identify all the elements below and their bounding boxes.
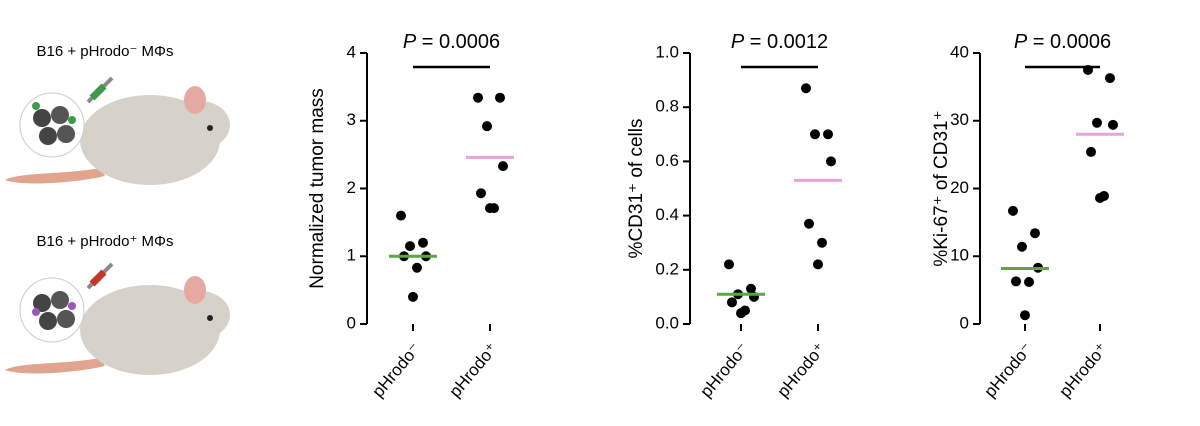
p-value: P = 0.0006 — [1014, 31, 1111, 53]
y-axis-label: %Ki-67⁺ of CD31⁺ — [931, 110, 952, 266]
data-point — [724, 259, 734, 270]
data-point — [813, 259, 823, 270]
data-point — [396, 210, 406, 221]
data-point — [1024, 276, 1034, 287]
illustrations: B16 + pHrodo⁻ MΦs B16 + pHrodo⁺ MΦs — [5, 43, 230, 375]
y-tick-label: 0.0 — [655, 313, 679, 332]
p-value: P = 0.0006 — [403, 31, 500, 53]
y-tick-label: 3 — [347, 110, 356, 129]
p-text: = 0.0012 — [744, 31, 828, 53]
data-point — [823, 129, 833, 140]
y-tick-label: 0 — [347, 313, 356, 332]
data-point — [405, 241, 415, 252]
x-tick-label: pHrodo⁺ — [773, 339, 829, 401]
p-text: = 0.0006 — [416, 31, 500, 53]
data-point — [485, 203, 495, 214]
group-label: B16 + pHrodo⁻ MΦs — [36, 43, 173, 60]
data-point — [746, 283, 756, 294]
mouse — [5, 262, 230, 375]
y-tick-label: 40 — [950, 42, 969, 61]
y-tick-label: 4 — [347, 42, 356, 61]
data-point — [804, 218, 814, 229]
data-point — [727, 297, 737, 308]
p-text: = 0.0006 — [1027, 31, 1111, 53]
y-tick-label: 0.4 — [655, 205, 679, 224]
y-tick-label: 0.8 — [655, 97, 679, 116]
data-point — [736, 308, 746, 319]
x-tick-label: pHrodo⁺ — [1055, 339, 1111, 401]
data-point — [817, 237, 827, 248]
data-point — [1086, 146, 1096, 157]
y-tick-label: 10 — [950, 246, 969, 265]
data-point — [1030, 228, 1040, 239]
data-point — [1095, 192, 1105, 203]
data-point — [810, 129, 820, 140]
p-value: P = 0.0012 — [731, 31, 828, 53]
data-point — [1017, 241, 1027, 252]
data-point — [408, 291, 418, 302]
data-point — [498, 161, 508, 172]
y-tick-label: 1 — [347, 246, 356, 265]
y-tick-label: 1.0 — [655, 42, 679, 61]
data-point — [1008, 205, 1018, 216]
data-point — [418, 237, 428, 248]
group-label: B16 + pHrodo⁺ MΦs — [36, 233, 173, 250]
y-tick-label: 0.2 — [655, 259, 679, 278]
data-point — [1105, 73, 1115, 84]
x-tick-label: pHrodo⁻ — [980, 339, 1036, 401]
y-tick-label: 30 — [950, 110, 969, 129]
data-point — [801, 83, 811, 94]
data-point — [412, 262, 422, 273]
y-tick-label: 2 — [347, 178, 356, 197]
y-tick-label: 20 — [950, 178, 969, 197]
p-symbol: P — [1014, 31, 1028, 53]
mouse — [5, 76, 230, 185]
p-symbol: P — [403, 31, 417, 53]
data-point — [1011, 276, 1021, 287]
y-tick-label: 0 — [960, 313, 969, 332]
y-axis-label: Normalized tumor mass — [307, 88, 328, 289]
data-point — [1020, 310, 1030, 321]
data-point — [1108, 119, 1118, 130]
data-point — [826, 156, 836, 167]
y-tick-label: 0.6 — [655, 151, 679, 170]
y-axis-label: %CD31⁺ of cells — [626, 119, 647, 259]
x-tick-label: pHrodo⁻ — [368, 339, 424, 401]
data-point — [495, 92, 505, 103]
data-point — [476, 188, 486, 199]
p-symbol: P — [731, 31, 745, 53]
data-point — [473, 92, 483, 103]
data-point — [1092, 117, 1102, 128]
x-tick-label: pHrodo⁻ — [696, 339, 752, 401]
x-tick-label: pHrodo⁺ — [445, 339, 501, 401]
data-point — [482, 121, 492, 132]
